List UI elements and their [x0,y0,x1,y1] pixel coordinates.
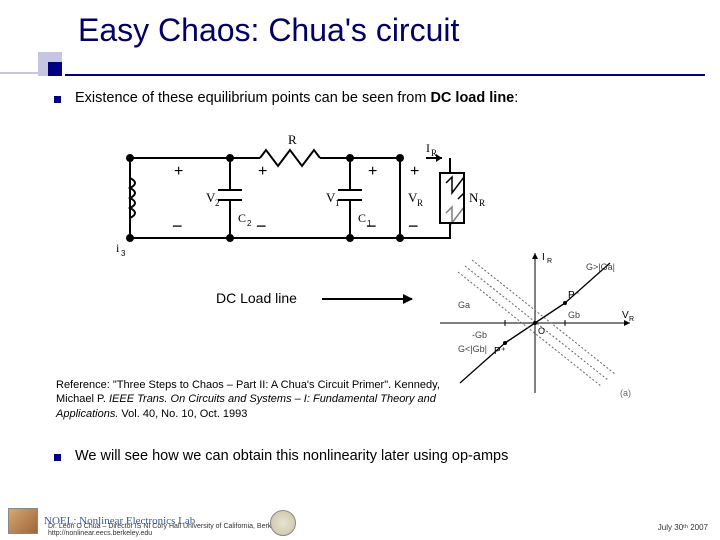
bullet-2-text: We will see how we can obtain this nonli… [75,448,508,464]
svg-text:C: C [238,211,246,225]
title-deco-inner [48,62,62,76]
svg-text:O: O [538,326,545,336]
page-title: Easy Chaos: Chua's circuit [78,12,459,49]
bullet-1-bold: DC load line [430,90,514,106]
footer-date: July 30ᵗʰ 2007 [658,523,708,532]
svg-text:1: 1 [335,198,340,208]
svg-text:-Gb: -Gb [472,330,487,340]
svg-text:P⁻: P⁻ [568,290,580,301]
svg-text:R: R [547,258,552,265]
svg-text:2: 2 [215,198,220,208]
svg-text:3: 3 [121,249,126,258]
bullet-1: Existence of these equilibrium points ca… [54,90,518,106]
svg-text:+: + [410,163,419,180]
bullet-2: We will see how we can obtain this nonli… [54,448,508,464]
load-line-graph: IR VR G>|Ga| Ga -Gb G<|Gb| Gb P⁻ P⁺ O [430,248,640,398]
svg-text:R: R [417,198,423,208]
svg-text:R: R [479,198,485,208]
svg-text:−: − [172,216,183,236]
svg-text:−: − [256,216,267,236]
svg-text:+: + [368,163,377,180]
title-rule [65,74,705,76]
svg-text:+: + [174,163,183,180]
credit-line2: http://nonlinear.eecs.berkeley.edu [48,530,152,537]
svg-text:+: + [258,163,267,180]
svg-text:R: R [629,316,634,323]
bullet-1-text: Existence of these equilibrium points ca… [75,90,518,106]
svg-text:1: 1 [367,219,372,228]
bullet-icon [54,454,61,461]
svg-text:N: N [469,190,479,205]
reference-tail: Vol. 40, No. 10, Oct. 1993 [118,408,247,420]
footer-credit: Dr. Leon O Chua – Director IS NI Cory Ha… [48,523,284,538]
arrow-icon [322,298,412,300]
slide: Easy Chaos: Chua's circuit Existence of … [0,0,720,540]
bullet-1-post: : [514,90,518,106]
bullet-icon [54,96,61,103]
svg-text:I: I [426,141,430,155]
svg-text:Gb: Gb [568,310,580,320]
circuit-diagram: R IR NR + + + + − − − − V2 V1 VR C2 C1 i… [110,128,490,258]
dc-load-label: DC Load line [216,290,297,306]
svg-text:G>|Ga|: G>|Ga| [586,262,615,272]
svg-text:I: I [542,252,545,263]
svg-text:Ga: Ga [458,300,470,310]
svg-text:V: V [622,310,629,321]
svg-text:G<|Gb|: G<|Gb| [458,344,487,354]
svg-text:C: C [358,211,366,225]
svg-text:P⁺: P⁺ [494,346,506,357]
svg-text:R: R [431,148,437,158]
svg-text:2: 2 [247,219,252,228]
reference-text: Reference: "Three Steps to Chaos – Part … [56,378,466,421]
svg-text:i: i [116,241,120,255]
graph-caption: (a) [620,388,631,398]
svg-text:R: R [288,132,297,147]
svg-text:−: − [408,216,419,236]
title-bar: Easy Chaos: Chua's circuit [0,12,720,72]
bullet-1-pre: Existence of these equilibrium points ca… [75,90,430,106]
chip-icon [8,508,38,534]
credit-line1: Dr. Leon O Chua – Director IS NI Cory Ha… [48,523,284,530]
seal-icon [270,510,296,536]
